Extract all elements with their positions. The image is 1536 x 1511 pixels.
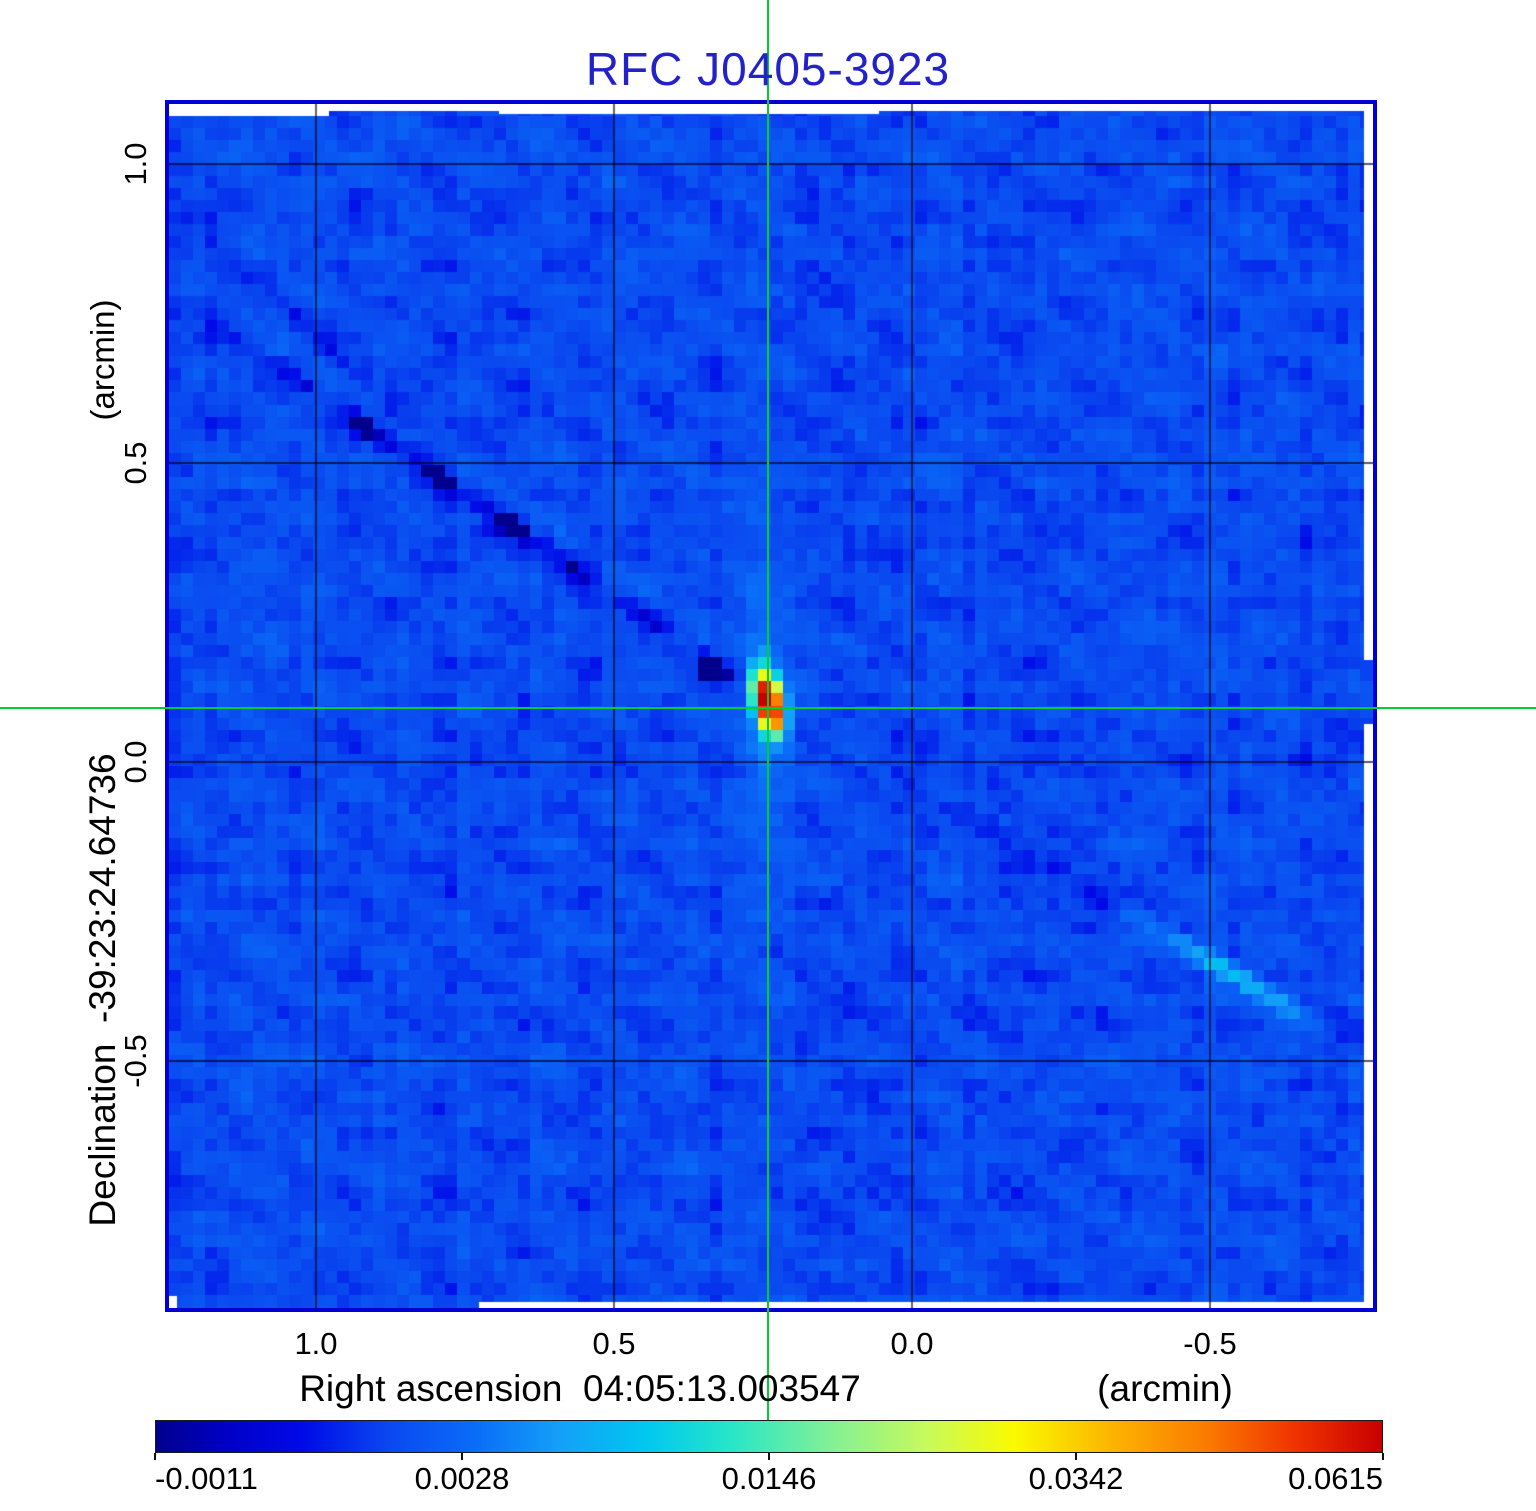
x-tick-label-1: 0.5 [592, 1326, 636, 1361]
y-tick-label-2: 0.0 [118, 740, 153, 784]
x-axis-unit-label: (arcmin) [1097, 1368, 1233, 1409]
x-tick-label-3: -0.5 [1183, 1326, 1237, 1361]
crosshair-vertical-line [767, 0, 769, 1420]
y-axis-label: Declination -39:23:24.64736 [82, 753, 123, 1227]
colorbar-gradient [155, 1420, 1383, 1453]
x-axis-label: Right ascension 04:05:13.003547 [299, 1368, 861, 1409]
x-tick-label-2: 0.0 [890, 1326, 934, 1361]
colorbar-tick [1075, 1453, 1077, 1460]
colorbar-tick [154, 1453, 156, 1460]
y-tick-label-0: 1.0 [118, 142, 153, 186]
page-title: RFC J0405-3923 [585, 43, 951, 95]
colorbar-label-4: 0.0615 [1288, 1461, 1383, 1496]
colorbar-label-3: 0.0342 [1028, 1461, 1124, 1496]
colorbar-label-1: 0.0028 [414, 1461, 510, 1496]
x-tick-label-0: 1.0 [294, 1326, 338, 1361]
y-axis-unit-label: (arcmin) [84, 299, 121, 421]
colorbar-tick [768, 1453, 770, 1460]
colorbar-label-2: 0.0146 [721, 1461, 817, 1496]
colorbar-tick [461, 1453, 463, 1460]
sky-image-canvas [169, 104, 1373, 1308]
colorbar-tick [1382, 1453, 1384, 1460]
y-tick-label-1: 0.5 [118, 441, 153, 485]
colorbar-label-0: -0.0011 [155, 1461, 258, 1496]
y-tick-label-3: -0.5 [118, 1034, 153, 1088]
crosshair-horizontal-line [0, 707, 1536, 709]
